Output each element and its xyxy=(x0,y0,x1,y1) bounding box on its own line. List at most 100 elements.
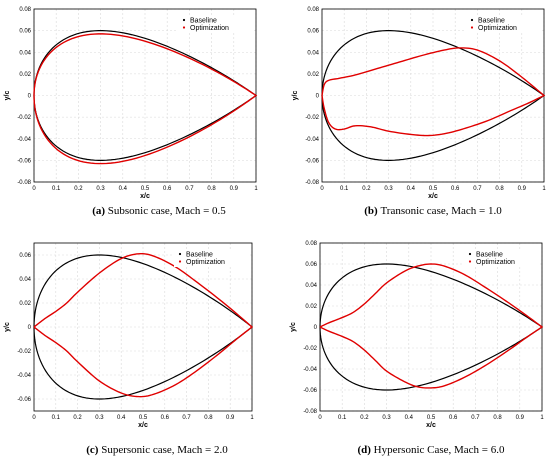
y-tick-label: 0.04 xyxy=(305,283,317,289)
x-axis-label: x/c xyxy=(138,422,148,429)
x-tick-label: 1 xyxy=(542,186,546,192)
x-tick-label: 0.3 xyxy=(382,415,391,421)
x-tick-label: 0.3 xyxy=(96,186,105,192)
y-axis-label: y/c xyxy=(4,91,11,101)
x-tick-label: 0.1 xyxy=(340,186,349,192)
x-tick-label: 0.7 xyxy=(471,415,480,421)
y-tick-label: 0.08 xyxy=(305,241,317,247)
panel-b: 0 0.1 0.2 0.3 0.4 0.5 0.6 0.7 0.8 0.9 1 -0.08 -0.06 -… xyxy=(292,7,546,217)
y-tick-label: -0.04 xyxy=(305,137,319,143)
x-tick-label: 0.5 xyxy=(427,415,436,421)
y-tick-label: -0.08 xyxy=(305,180,319,186)
x-tick-label: 0.4 xyxy=(405,415,414,421)
y-tick-label: -0.02 xyxy=(303,346,317,352)
legend-label: Baseline xyxy=(478,18,505,25)
x-tick-label: 0.4 xyxy=(407,186,416,192)
y-tick-label: -0.02 xyxy=(17,115,31,121)
y-tick-label: -0.08 xyxy=(17,180,31,186)
legend-label: Baseline xyxy=(476,252,503,259)
x-tick-label: 0.3 xyxy=(95,415,104,421)
x-tick-label: 0.1 xyxy=(52,415,61,421)
y-tick-label: 0.04 xyxy=(307,50,319,56)
x-tick-label: 0.7 xyxy=(182,415,191,421)
legend-box xyxy=(178,15,252,33)
y-tick-label: 0.04 xyxy=(19,50,31,56)
x-tick-label: 0.5 xyxy=(429,186,438,192)
x-tick-label: 0 xyxy=(320,186,324,192)
panel-caption: (b) Transonic case, Mach = 1.0 xyxy=(364,205,502,217)
y-tick-label: 0 xyxy=(28,94,32,100)
x-tick-label: 0.9 xyxy=(518,186,527,192)
panel-c: 0 0.1 0.2 0.3 0.4 0.5 0.6 0.7 0.8 0.9 1 -0.06 -0.04 -… xyxy=(4,242,254,456)
legend-box xyxy=(464,249,538,267)
x-tick-label: 0.8 xyxy=(204,415,213,421)
x-axis-label: x/c xyxy=(428,193,438,200)
x-tick-label: 0.2 xyxy=(362,186,371,192)
legend-marker xyxy=(468,260,472,263)
y-tick-label: -0.04 xyxy=(17,137,31,143)
legend-label: Baseline xyxy=(190,18,217,25)
panel-d: 0 0.1 0.2 0.3 0.4 0.5 0.6 0.7 0.8 0.9 1 -0.08 -0.06 -… xyxy=(290,241,544,456)
panel-caption: (c) Supersonic case, Mach = 2.0 xyxy=(86,444,228,456)
x-tick-label: 0.6 xyxy=(451,186,460,192)
y-tick-label: 0.02 xyxy=(19,72,31,78)
y-tick-label: -0.06 xyxy=(17,158,31,164)
x-tick-label: 0.6 xyxy=(161,415,170,421)
x-tick-label: 0.8 xyxy=(207,186,216,192)
x-tick-label: 0.2 xyxy=(74,186,83,192)
y-tick-label: 0 xyxy=(314,325,318,331)
y-tick-label: 0.08 xyxy=(307,7,319,13)
y-tick-label: 0.06 xyxy=(19,29,31,35)
y-tick-label: -0.06 xyxy=(305,158,319,164)
y-tick-label: -0.02 xyxy=(17,349,31,355)
legend-marker xyxy=(468,252,472,256)
x-tick-label: 0.8 xyxy=(493,415,502,421)
x-tick-label: 0 xyxy=(32,415,36,421)
x-tick-label: 0.8 xyxy=(495,186,504,192)
x-tick-label: 0.4 xyxy=(119,186,128,192)
x-tick-label: 1 xyxy=(254,186,258,192)
y-tick-label: -0.08 xyxy=(303,409,317,415)
x-tick-label: 0.1 xyxy=(52,186,61,192)
series-optimization-line xyxy=(33,33,258,165)
legend-box xyxy=(466,15,540,33)
legend-label: Optimization xyxy=(476,259,515,266)
x-tick-label: 0 xyxy=(318,415,322,421)
x-tick-label: 0 xyxy=(32,186,36,192)
x-tick-label: 1 xyxy=(540,415,544,421)
y-tick-label: 0.02 xyxy=(19,301,31,307)
series-optimization-line xyxy=(321,47,546,137)
x-tick-label: 0.9 xyxy=(226,415,235,421)
legend-label: Optimization xyxy=(186,259,225,266)
y-tick-label: 0 xyxy=(28,325,32,331)
y-tick-label: 0.06 xyxy=(307,29,319,35)
x-tick-label: 0.7 xyxy=(473,186,482,192)
legend-label: Optimization xyxy=(478,25,517,32)
y-axis-label: y/c xyxy=(4,322,11,332)
legend-marker xyxy=(178,252,182,256)
x-tick-label: 0.4 xyxy=(117,415,126,421)
legend-label: Baseline xyxy=(186,252,213,259)
panel-caption: (d) Hypersonic Case, Mach = 6.0 xyxy=(357,444,505,456)
y-tick-label: -0.04 xyxy=(303,367,317,373)
panel-a: 0 0.1 0.2 0.3 0.4 0.5 0.6 0.7 0.8 0.9 1 -0.08 -0.06 -… xyxy=(4,7,258,217)
y-tick-label: -0.04 xyxy=(17,373,31,379)
x-tick-label: 0.6 xyxy=(163,186,172,192)
x-tick-label: 0.1 xyxy=(338,415,347,421)
legend-marker xyxy=(470,18,474,22)
y-tick-label: 0.06 xyxy=(19,253,31,259)
x-tick-label: 0.7 xyxy=(185,186,194,192)
y-tick-label: 0.02 xyxy=(305,304,317,310)
series-optimization-line xyxy=(319,263,544,389)
x-tick-label: 0.9 xyxy=(516,415,525,421)
x-tick-label: 0.6 xyxy=(449,415,458,421)
x-tick-label: 0.9 xyxy=(230,186,239,192)
y-axis-label: y/c xyxy=(290,322,297,332)
x-axis-label: x/c xyxy=(426,422,436,429)
legend-marker xyxy=(470,26,474,29)
y-tick-label: -0.06 xyxy=(17,397,31,403)
y-tick-label: -0.06 xyxy=(303,388,317,394)
y-tick-label: 0.02 xyxy=(307,72,319,78)
legend-box xyxy=(174,249,248,267)
